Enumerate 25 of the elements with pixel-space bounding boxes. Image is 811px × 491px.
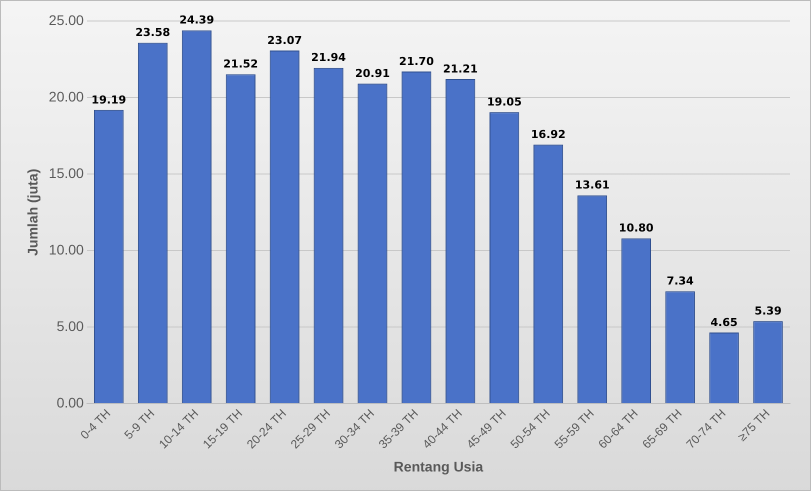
data-label: 24.39 [179, 14, 214, 27]
x-tick-label: ≥75 TH [734, 406, 772, 444]
y-tick-label: 10.00 [48, 241, 84, 258]
data-label: 16.92 [530, 128, 566, 142]
data-label: 21.94 [311, 51, 346, 64]
data-label: 4.65 [710, 316, 738, 329]
data-label: 21.70 [399, 54, 434, 68]
x-axis-title: Rentang Usia [394, 458, 484, 474]
data-label: 21.21 [442, 62, 478, 76]
x-tick-label: 5-9 TH [122, 406, 158, 442]
data-label: 10.80 [618, 222, 654, 235]
y-tick-label: 15.00 [48, 164, 84, 181]
data-label: 23.07 [267, 34, 302, 47]
y-axis-title: Jumlah (juta) [24, 168, 40, 256]
y-tick-label: 20.00 [48, 88, 84, 104]
data-label: 23.58 [135, 26, 170, 40]
data-label: 19.19 [91, 93, 126, 106]
data-label: 7.34 [666, 274, 694, 288]
data-label: 20.91 [355, 66, 390, 80]
data-label: 5.39 [754, 304, 782, 318]
data-label: 13.61 [574, 178, 610, 192]
y-tick-label: 25.00 [48, 12, 84, 28]
data-label: 21.52 [223, 58, 258, 71]
data-label: 19.05 [486, 95, 522, 108]
y-tick-label: 5.00 [56, 318, 84, 334]
